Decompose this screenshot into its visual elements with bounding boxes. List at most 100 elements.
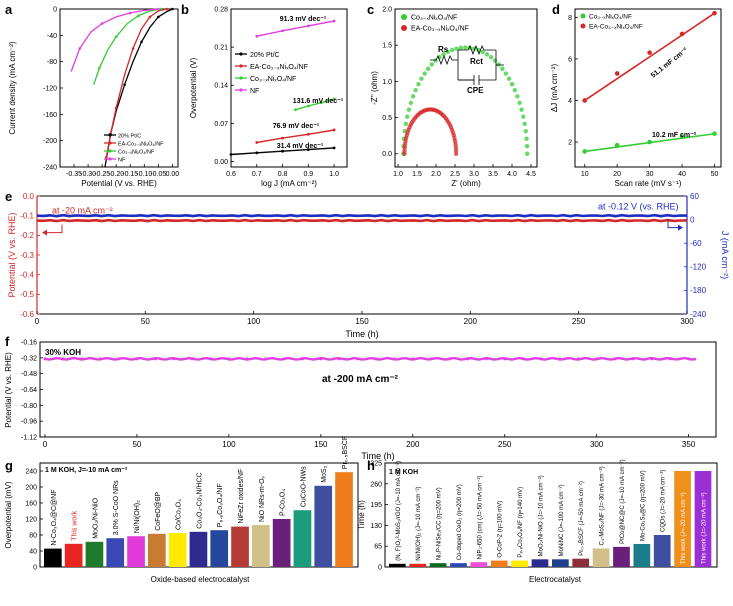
panel-a-point — [131, 47, 135, 50]
panel-b-series-line — [295, 98, 335, 111]
panel-b-legend-marker — [239, 76, 243, 80]
panel-c-point — [522, 121, 527, 127]
panel-e-left-y-tick-label: 0.0 — [23, 192, 35, 201]
panel-a-point — [157, 7, 160, 11]
panel-a-y-tick-label: -120 — [43, 85, 57, 92]
panel-a-point — [114, 35, 118, 38]
panel-b-ylabel: Overpotential (V) — [189, 57, 198, 118]
panel-b-legend-label: NF — [250, 88, 259, 95]
panel-f-point — [98, 357, 102, 361]
panel-c-point — [425, 66, 431, 71]
panel-a-legend-label: NF — [118, 158, 126, 164]
panel-b-legend-label: EA-Co₃₋ₓNiₓO₄/NF — [250, 64, 308, 71]
panel-e-x-tick-label: 200 — [464, 317, 478, 326]
panel-e-x-tick-label: 50 — [141, 317, 150, 326]
panel-f-y-tick-label: -0.32 — [21, 355, 37, 362]
panel-h-y-tick-label: 0 — [378, 564, 382, 571]
panel-f-annotation: at -200 mA cm⁻² — [322, 374, 399, 385]
panel-letter-e: e — [5, 189, 12, 204]
panel-a-x-tick-label: -0.35 — [66, 171, 82, 178]
panel-c-legend-marker — [401, 25, 407, 31]
panel-h-bar-label: Ni/Ni(OH)₂ (J=-10 mA cm⁻²) — [416, 486, 422, 560]
panel-e-ylabel-left: Potential (V vs. RHE) — [7, 212, 17, 297]
panel-c-point — [413, 87, 418, 93]
panel-d-legend-label: Co₃₋ₓNiₓO₄/NF — [589, 14, 632, 21]
panel-f-point — [687, 357, 691, 361]
panel-b-legend-marker — [239, 88, 243, 92]
panel-a-point — [157, 15, 160, 19]
panel-f-point — [429, 357, 433, 361]
panel-d-point — [679, 134, 685, 140]
panel-g-condition: 1 M KOH, J=-10 mA cm⁻² — [45, 467, 128, 474]
panel-g-bar — [106, 538, 125, 567]
panel-f-x-tick-label: 250 — [498, 440, 512, 449]
panel-h-bar-label: PtCo@NC@C (J=-10 mA cm⁻²) — [620, 459, 626, 544]
panel-c-point — [524, 136, 529, 141]
panel-f-frame — [39, 341, 717, 438]
panel-d-fit-line — [584, 12, 715, 102]
circuit-rs-resistor — [430, 54, 458, 66]
panel-h-y-tick-label: 130 — [370, 523, 382, 530]
panel-c-point — [453, 151, 459, 156]
panel-h-bar — [653, 535, 671, 567]
panel-g-y-tick-label: 120 — [25, 516, 37, 523]
panel-g-bar — [85, 541, 104, 567]
panel-d-point — [679, 31, 685, 37]
panel-f-point — [227, 357, 231, 361]
panel-g-bar-label: Ni/Ni(OH)₂ — [134, 500, 141, 533]
panel-h-bar-label: (N, F)O₂³-MoS₂/rGO (J=-10 mA cm⁻²) — [396, 461, 402, 561]
panel-h-bar — [633, 543, 651, 567]
panel-f-point — [576, 357, 580, 361]
panel-e-arrow-left — [44, 224, 63, 234]
panel-f-ylabel: Potential (V vs. RHE) — [4, 352, 13, 428]
panel-d-legend-marker — [580, 13, 586, 19]
panel-c-point — [500, 66, 505, 71]
panel-h-bar — [429, 563, 447, 567]
panel-f-point — [61, 357, 65, 361]
panel-h-y-tick-label: 65 — [374, 544, 382, 551]
panel-d-legend-label: EA-Co₃₋ₓNiₓO₄/NF — [589, 24, 643, 31]
panel-g-bar-label: NiO NRs-m-Oᵥ — [259, 475, 266, 522]
panel-h-bar-label: MoO₂/Ni-NiO (J=-10 mA cm⁻²) — [538, 475, 544, 556]
panel-g-bar — [293, 510, 312, 567]
panel-d-y-tick-label: 8 — [568, 15, 572, 22]
panel-f-point — [668, 357, 672, 361]
panel-b-y-tick-label: 0.28 — [214, 6, 228, 13]
panel-h-bar-label: Ni₂P-NiSe₂/CC (η=200 mV) — [437, 487, 443, 560]
panel-e-left-y-tick-label: -0.3 — [20, 251, 34, 260]
panel-c-x-tick-label: 2.5 — [450, 171, 460, 178]
panel-e-arrow-right — [667, 219, 681, 229]
panel-h-bar — [409, 563, 427, 567]
panel-f-point — [80, 357, 84, 361]
panel-b-point — [281, 29, 284, 33]
panel-g-bar-label: Co/Co₃O₄ — [176, 499, 183, 530]
panel-f-point — [356, 357, 360, 361]
panel-e-right-y-tick-label: -60 — [690, 239, 702, 248]
panel-e-x-tick-label: 300 — [680, 317, 694, 326]
panel-f-x-tick-label: 350 — [682, 440, 696, 449]
panel-b-point — [332, 128, 336, 132]
panel-a-y-tick-label: -40 — [47, 33, 57, 40]
panel-f-y-tick-label: -0.80 — [21, 403, 37, 410]
panel-f-point — [392, 357, 396, 361]
panel-g-xlabel: Oxide-based electrocatalyst — [151, 575, 250, 584]
panel-f-y-tick-label: -0.16 — [21, 339, 37, 346]
panel-letter-f: f — [5, 334, 10, 349]
panel-c-y-tick-label: 1.0 — [382, 79, 392, 86]
panel-e-x-tick-label: 250 — [572, 317, 586, 326]
panel-d-point — [647, 139, 652, 145]
panel-h-bar-label: MoNiNC (J=-100 mA cm⁻²) — [559, 484, 565, 556]
panel-c-point — [492, 58, 498, 63]
panel-d-frame — [574, 8, 722, 168]
panel-c-point — [408, 100, 414, 106]
panel-a-point — [114, 106, 118, 110]
panel-a-point — [105, 155, 108, 159]
panel-f-point — [300, 357, 304, 361]
panel-f-y-tick-label: -0.64 — [21, 387, 37, 394]
panel-g-y-tick-label: 0 — [33, 564, 37, 571]
panel-b-x-tick-label: 1.0 — [329, 171, 339, 178]
panel-a-series-line — [70, 8, 159, 72]
panel-c-point — [488, 54, 494, 60]
panel-f-point — [540, 357, 543, 361]
panel-c-point — [441, 52, 446, 57]
